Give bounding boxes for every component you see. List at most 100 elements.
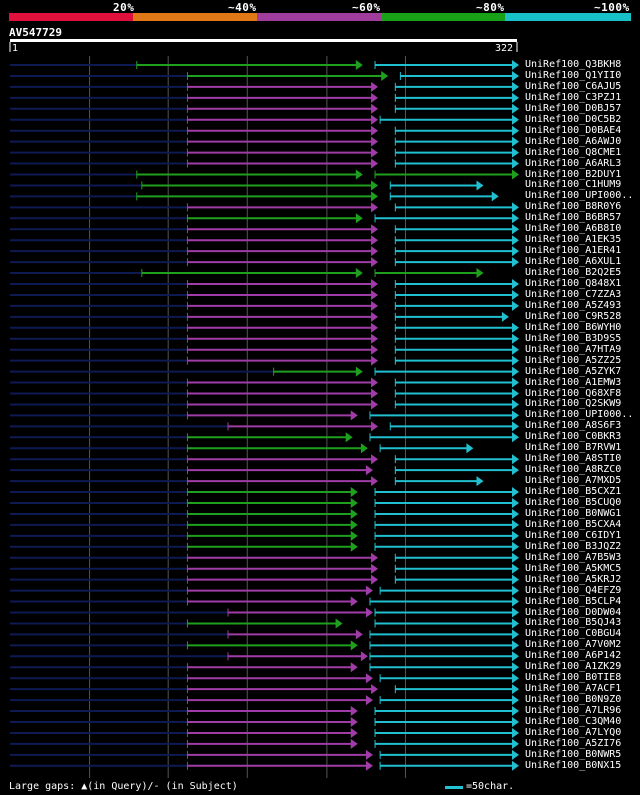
hit-arrow-2 [512,377,519,388]
hit-label[interactable]: UniRef100_A6B8I0 [525,223,622,235]
hit-arrow-1 [371,344,379,355]
hit-label[interactable]: UniRef100_B0NWG1 [525,507,622,519]
hit-arrow-2 [512,498,519,508]
hit-label[interactable]: UniRef100_A7ACF1 [525,683,622,695]
hit-arrow-2 [512,727,519,738]
hit-label[interactable]: UniRef100_UPI000.. [525,409,634,421]
hit-label[interactable]: UniRef100_D0C5B2 [525,113,622,125]
hit-arrow-1 [371,388,379,399]
hit-label[interactable]: UniRef100_Q4EFZ9 [525,584,622,596]
hit-label[interactable]: UniRef100_Q2SKW9 [525,398,622,410]
hit-label[interactable]: UniRef100_Q68XF8 [525,387,622,399]
hit-label[interactable]: UniRef100_A8RZC0 [525,464,622,476]
hit-arrow-2 [512,388,519,399]
hit-label[interactable]: UniRef100_A6AWJ0 [525,135,622,147]
hit-label[interactable]: UniRef100_B3JQZ2 [525,540,622,552]
hit-arrow-1 [371,147,379,158]
hit-label[interactable]: UniRef100_A1ZK29 [525,661,622,673]
pct-label-60: ~60% [352,1,381,14]
hit-arrow-1 [371,224,379,235]
hit-arrow-2 [476,268,484,279]
hit-label[interactable]: UniRef100_A5Z493 [525,299,622,311]
hit-label[interactable]: UniRef100_Q8CME1 [525,146,622,158]
hit-arrow-1 [371,180,379,191]
hit-arrow-1 [360,651,368,662]
hit-label[interactable]: UniRef100_B5CXZ1 [525,486,622,498]
hit-label[interactable]: UniRef100_A5KRJ2 [525,573,622,585]
hit-label[interactable]: UniRef100_C0BKR3 [525,431,622,443]
hit-label[interactable]: UniRef100_Q3BKH8 [525,59,622,70]
hit-arrow-2 [512,651,519,662]
hit-label[interactable]: UniRef100_C9R528 [525,310,622,322]
hit-label[interactable]: UniRef100_B3D9S5 [525,332,622,344]
hit-arrow-2 [512,125,519,136]
hit-arrow-2 [512,519,519,530]
hit-arrow-2 [512,224,519,235]
hit-arrow-2 [512,706,519,717]
hit-arrow-2 [512,213,519,224]
hit-label[interactable]: UniRef100_B5QJ43 [525,617,622,629]
hit-label[interactable]: UniRef100_C3QM40 [525,716,622,727]
hit-arrow-1 [371,257,379,268]
hit-label[interactable]: UniRef100_A7B5W3 [525,551,622,563]
hit-label[interactable]: UniRef100_A7MXD5 [525,475,622,487]
hit-label[interactable]: UniRef100_A7LR96 [525,705,622,717]
hit-arrow-2 [512,596,519,607]
hit-label[interactable]: UniRef100_Q848X1 [525,278,622,289]
hit-label[interactable]: UniRef100_B5CUQ0 [525,497,622,508]
hit-label[interactable]: UniRef100_Q1YII0 [525,69,622,81]
hit-arrow-1 [371,476,379,487]
hit-label[interactable]: UniRef100_B2DUY1 [525,168,622,180]
hit-label[interactable]: UniRef100_A8STI0 [525,453,622,465]
hit-label[interactable]: UniRef100_A7HTA9 [525,343,622,355]
hit-label[interactable]: UniRef100_A1EMW3 [525,376,622,388]
hit-label[interactable]: UniRef100_A5ZI76 [525,737,622,749]
pct-label-40: ~40% [228,1,257,14]
hit-label[interactable]: UniRef100_B6WYH0 [525,321,622,333]
hit-arrow-1 [371,81,379,92]
hit-label[interactable]: UniRef100_UPI000.. [525,190,634,202]
hit-label[interactable]: UniRef100_A5KMC5 [525,562,622,574]
hit-label[interactable]: UniRef100_B0TIE8 [525,672,622,684]
hit-label[interactable]: UniRef100_B0N9Z0 [525,694,622,706]
hit-label[interactable]: UniRef100_B5CLP4 [525,595,622,607]
hit-arrow-2 [512,673,519,684]
hit-label[interactable]: UniRef100_B6BR57 [525,212,622,224]
hit-label[interactable]: UniRef100_A5ZYK7 [525,365,622,377]
hit-label[interactable]: UniRef100_A6ARL3 [525,157,622,169]
hit-label[interactable]: UniRef100_B5CXA4 [525,518,622,530]
hit-label[interactable]: UniRef100_C0BGU4 [525,628,622,640]
hit-label[interactable]: UniRef100_A1EK35 [525,234,622,246]
hit-arrow-1 [371,279,379,289]
hit-label[interactable]: UniRef100_A7LYQ0 [525,726,622,738]
hit-label[interactable]: UniRef100_D0BJ57 [525,102,622,114]
hit-label[interactable]: UniRef100_B2Q2E5 [525,267,622,279]
hit-label[interactable]: UniRef100_A6XUL1 [525,256,622,268]
hit-label[interactable]: UniRef100_A1ER41 [525,245,622,257]
hit-label[interactable]: UniRef100_C1HUM9 [525,179,622,191]
hit-label[interactable]: UniRef100_D0BAE4 [525,124,622,136]
hit-label[interactable]: UniRef100_C3PZJ1 [525,91,622,103]
hit-label[interactable]: UniRef100_C7ZZA3 [525,288,622,300]
hit-label[interactable]: UniRef100_B8R0Y6 [525,201,622,213]
hit-label[interactable]: UniRef100_D0DW04 [525,606,622,618]
hit-arrow-2 [512,695,519,706]
percent-bar-green [381,13,505,21]
hit-label[interactable]: UniRef100_A8S6F3 [525,420,622,432]
hit-label[interactable]: UniRef100_B0NWR5 [525,748,622,760]
hit-label[interactable]: UniRef100_C6IDY1 [525,529,622,541]
hit-label[interactable]: UniRef100_B0NX15 [525,759,622,771]
hit-label[interactable]: UniRef100_A5ZZ25 [525,354,622,366]
hit-arrow-1 [365,749,373,760]
hit-label[interactable]: UniRef100_A6P142 [525,650,622,662]
hit-arrow-2 [512,541,519,552]
hit-label[interactable]: UniRef100_C6AJU5 [525,80,622,92]
hit-label[interactable]: UniRef100_A7V0M2 [525,639,622,651]
hit-arrow-1 [371,574,379,585]
hit-label[interactable]: UniRef100_B7RVW1 [525,442,622,454]
hit-arrow-2 [512,749,519,760]
pct-label-80: ~80% [476,1,505,14]
ruler-end: 322 [495,43,514,54]
hit-arrow-1 [355,366,363,377]
